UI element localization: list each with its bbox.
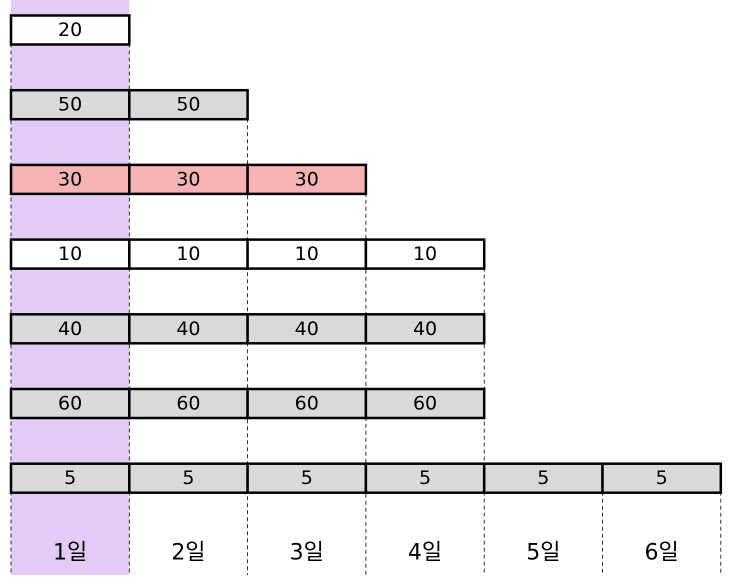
day-label: 3일 [290, 541, 324, 566]
cell-label: 60 [176, 393, 200, 415]
cell-label: 40 [176, 318, 200, 340]
cell-label: 60 [58, 393, 82, 415]
day-label: 2일 [171, 541, 205, 566]
cell-box [128, 88, 249, 121]
cell-label: 50 [58, 94, 82, 116]
cell-box [601, 462, 723, 494]
cell-label: 10 [58, 243, 82, 265]
cell-box [482, 462, 604, 494]
cell-box [128, 387, 249, 420]
cell-label: 10 [413, 243, 437, 265]
cell-box [246, 462, 368, 494]
cell-label: 5 [419, 467, 431, 489]
cell-box [9, 14, 131, 46]
cell-label: 5 [537, 467, 549, 489]
cell-label: 5 [182, 467, 194, 489]
cell-label: 10 [176, 243, 200, 265]
cell-label: 10 [295, 243, 319, 265]
cell-label: 5 [64, 467, 76, 489]
cell-box [364, 238, 486, 270]
cell-label: 30 [295, 168, 319, 190]
cell-box [364, 387, 486, 420]
cell-label: 40 [58, 318, 82, 340]
day-label: 1일 [53, 541, 87, 566]
cell-label: 40 [295, 318, 319, 340]
day-label: 4일 [408, 541, 442, 566]
cell-label: 5 [656, 467, 668, 489]
cell-label: 60 [413, 393, 437, 415]
cell-box [9, 462, 131, 494]
cell-label: 30 [58, 168, 82, 190]
cell-label: 5 [301, 467, 313, 489]
cell-box [364, 313, 486, 345]
day-label: 5일 [526, 541, 560, 566]
day-label: 6일 [645, 541, 679, 566]
cell-box [9, 238, 131, 270]
cell-label: 20 [58, 19, 82, 41]
cell-box [364, 462, 486, 494]
cell-box [128, 163, 249, 196]
cell-label: 30 [176, 168, 200, 190]
cell-label: 50 [176, 94, 200, 116]
cell-box [9, 313, 131, 345]
cell-label: 60 [295, 393, 319, 415]
cell-label: 40 [413, 318, 437, 340]
cell-box [246, 163, 368, 196]
